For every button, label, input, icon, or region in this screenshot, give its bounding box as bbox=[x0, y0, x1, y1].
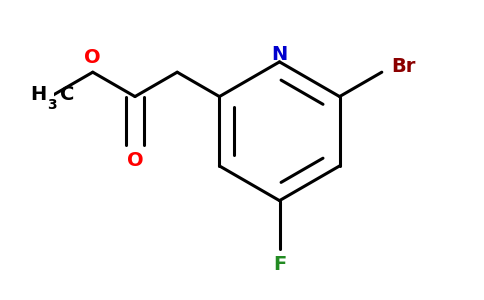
Text: N: N bbox=[272, 45, 287, 64]
Text: O: O bbox=[84, 48, 101, 67]
Text: 3: 3 bbox=[47, 98, 57, 112]
Text: F: F bbox=[273, 255, 286, 274]
Text: O: O bbox=[127, 151, 143, 170]
Text: C: C bbox=[60, 85, 75, 104]
Text: H: H bbox=[30, 85, 47, 104]
Text: Br: Br bbox=[391, 57, 416, 76]
